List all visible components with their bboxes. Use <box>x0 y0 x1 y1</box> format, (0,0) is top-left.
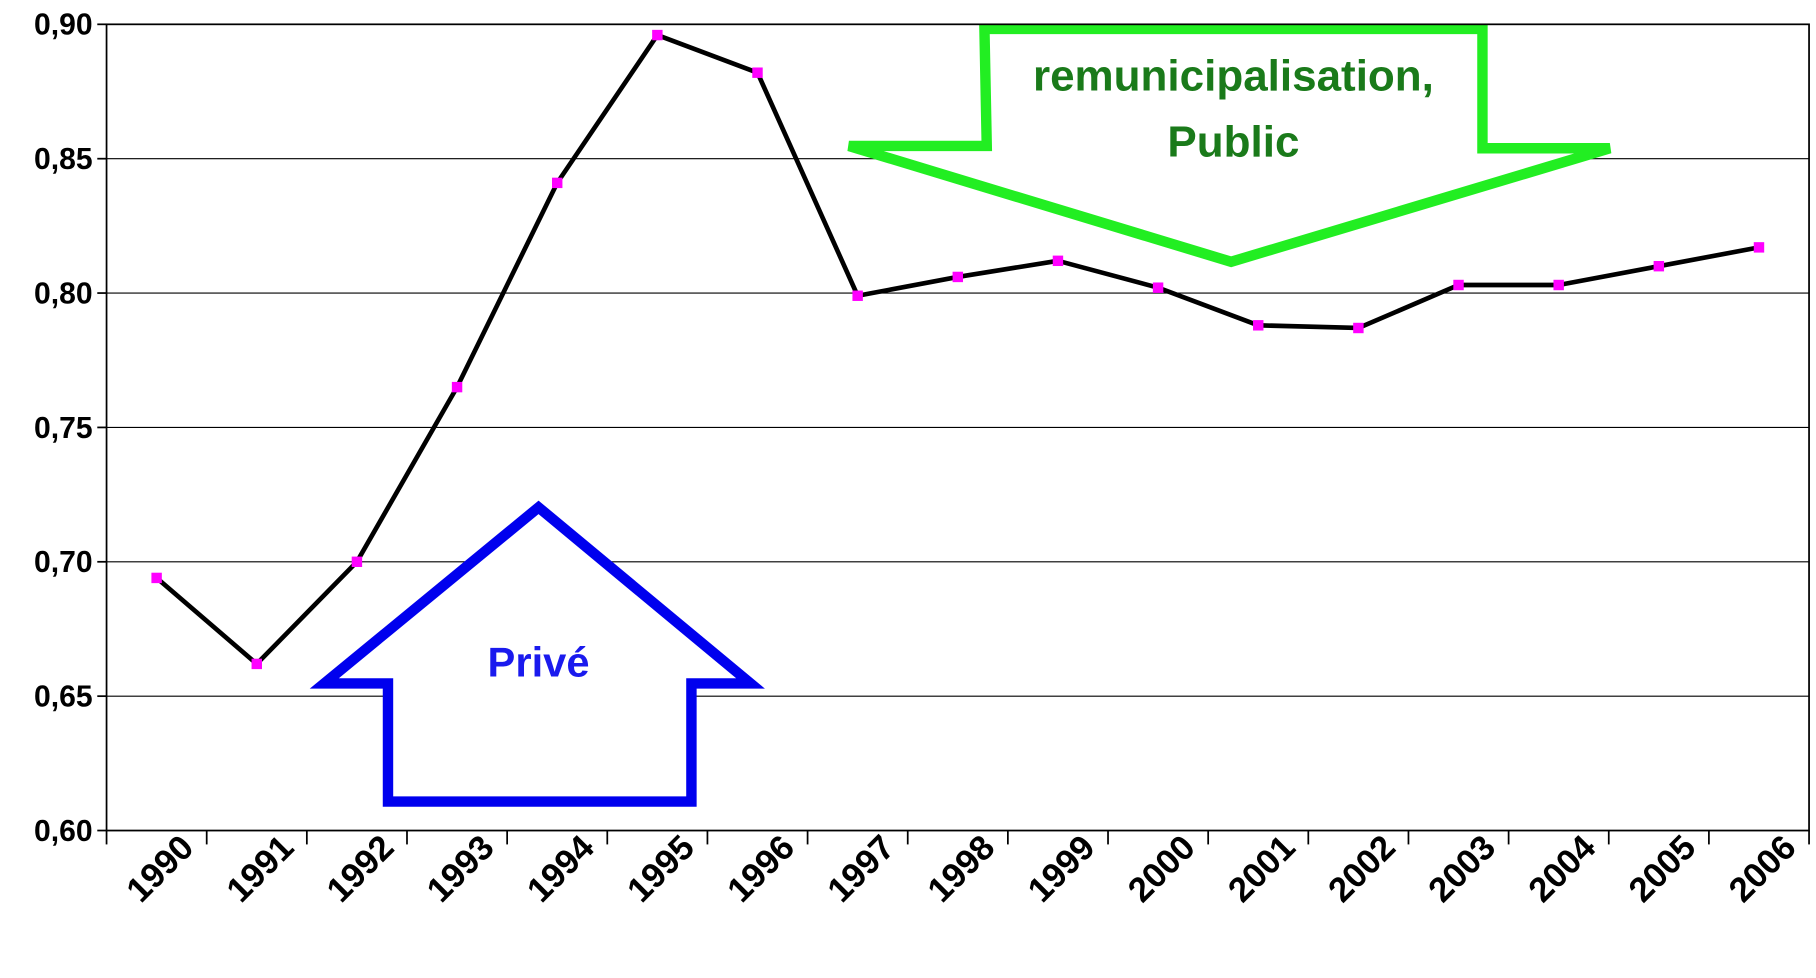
x-tick-label: 2003 <box>1422 828 1504 910</box>
x-tick-label: 2006 <box>1722 828 1804 910</box>
x-tick-label: 1996 <box>721 828 803 910</box>
marker <box>151 572 162 584</box>
annotation: remunicipalisation, <box>1033 51 1434 100</box>
marker <box>1553 279 1564 291</box>
y-tick-label: 0,85 <box>34 143 93 176</box>
marker <box>1753 242 1765 253</box>
annotation: Public <box>1167 117 1299 166</box>
public-arrow <box>847 23 1612 268</box>
x-tick-label: 1992 <box>320 828 402 910</box>
marker <box>1353 322 1364 334</box>
y-tick-label: 0,60 <box>34 815 93 848</box>
marker <box>652 29 663 41</box>
x-tick-label: 2001 <box>1221 828 1303 910</box>
marker <box>1253 320 1264 331</box>
marker <box>852 290 863 301</box>
x-tick-label: 2004 <box>1522 828 1604 910</box>
x-tick-label: 1994 <box>520 828 602 910</box>
x-tick-label: 1993 <box>420 828 502 910</box>
prive-arrow <box>309 500 765 807</box>
y-tick-label: 0,75 <box>34 412 93 445</box>
marker <box>752 67 763 78</box>
marker <box>1152 282 1164 293</box>
x-tick-label: 2000 <box>1121 828 1203 910</box>
marker <box>1653 260 1665 272</box>
marker <box>251 658 262 670</box>
y-tick-label: 0,65 <box>34 681 93 714</box>
x-tick-label: 1990 <box>120 828 202 910</box>
annotation: Privé <box>488 638 590 685</box>
y-tick-label: 0,90 <box>34 9 93 42</box>
x-tick-label: 2005 <box>1622 828 1704 910</box>
x-tick-label: 1995 <box>620 828 702 910</box>
marker <box>952 271 964 283</box>
x-tick-label: 1998 <box>921 828 1003 910</box>
marker <box>351 556 363 568</box>
x-tick-label: 1991 <box>220 828 302 910</box>
marker <box>552 177 563 189</box>
line <box>155 32 1760 667</box>
plot-frame <box>105 23 1810 832</box>
marker <box>1052 255 1064 267</box>
y-tick-label: 0,70 <box>34 546 93 579</box>
marker <box>451 381 463 393</box>
marker <box>1453 279 1464 291</box>
x-tick-label: 1999 <box>1021 828 1103 910</box>
x-tick-label: 2002 <box>1321 828 1403 910</box>
y-tick-label: 0,80 <box>34 277 93 310</box>
x-tick-label: 1997 <box>821 828 903 910</box>
